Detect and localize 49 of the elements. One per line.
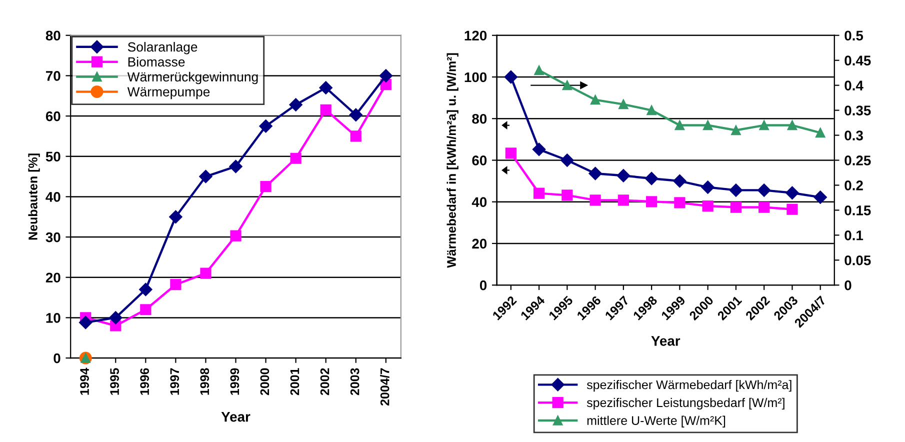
y-tick-label: 30 [46,232,60,242]
y-tick-label: 10 [46,313,60,323]
y-tick-label: 40 [46,192,60,202]
y-tick-label: 60 [472,156,487,166]
legend-label: Solaranlage [128,42,198,54]
legend-label: Wärmerückgewinnung [127,72,258,84]
y-tick-label: 100 [464,72,487,82]
y2-tick-label: 0.05 [844,255,871,266]
x-tick-label: 1994 [80,368,89,395]
x-tick-label: 2000 [260,368,270,396]
legend-label: spezifischer Leistungsbedarf [W/m²] [586,398,784,410]
y-tick-label: 20 [472,238,487,249]
x-tick-label: 1999 [230,368,240,395]
y2-tick-label: 0.2 [844,180,863,190]
y2-tick-label: 0.45 [844,56,871,66]
y2-tick-label: 0.15 [844,206,871,216]
y2-tick-label: 0.4 [844,80,864,90]
x-tick-label: 2002 [320,368,330,396]
x-tick-label: 1995 [110,368,119,395]
x-tick-label: 2001 [290,368,300,396]
x-tick-label: 1998 [200,368,210,395]
y-tick-label: 70 [46,71,60,81]
y-tick-label: 50 [46,152,60,162]
y-tick-label: 20 [46,272,60,283]
y2-tick-label: 0 [844,280,852,290]
legend-label: mittlere U-Werte [W/m²K] [587,416,726,428]
y-tick-label: 120 [464,30,487,41]
x-axis-title: Year [221,412,250,422]
x-tick-label: 2003 [350,368,360,396]
x-tick-label: 1997 [170,368,180,395]
y-axis-title: Neubauten [%] [28,154,40,240]
y-tick-label: 40 [472,197,487,208]
y-tick-label: 80 [472,114,487,124]
y-axis-title: Wärmebedarf in [kWh/m²a] u. [W/m²] [446,53,458,268]
y-tick-label: 80 [46,30,60,41]
y2-tick-label: 0.5 [844,30,864,41]
y2-tick-label: 0.25 [844,156,871,166]
y-tick-label: 0 [54,353,60,364]
y2-tick-label: 0.35 [844,106,871,116]
legend-label: Biomasse [128,56,185,67]
x-axis-title: Year [651,336,680,346]
legend-label: spezifischer Wärmebedarf [kWh/m²a] [586,380,792,392]
legend-label: Wärmepumpe [127,87,210,100]
y-tick-label: 60 [46,111,60,122]
x-tick-label: 2004/7 [380,368,390,406]
y2-tick-label: 0.1 [844,230,864,240]
y2-tick-label: 0.3 [844,130,863,140]
x-tick-label: 1996 [140,368,150,395]
y-tick-label: 0 [480,280,487,290]
